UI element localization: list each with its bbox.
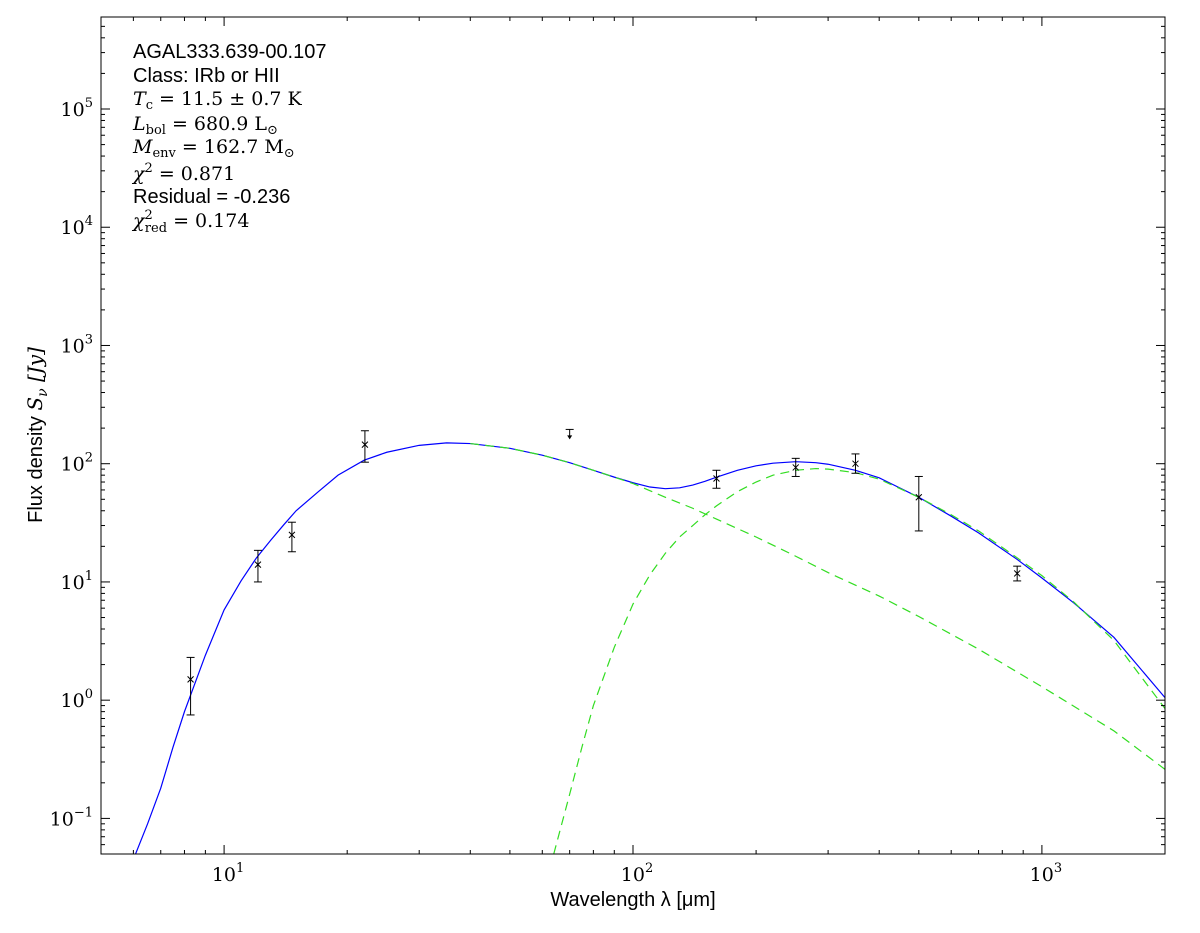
y-tick-label: 105: [61, 96, 93, 121]
marker: [187, 676, 194, 683]
marker: [915, 493, 923, 501]
tc-annotation: Tc = 11.5 ± 0.7 K: [133, 88, 303, 113]
y-axis-label: Flux density Sν [Jy]: [23, 347, 51, 523]
data-point-8: [1013, 565, 1022, 582]
marker: [1013, 570, 1021, 577]
x-tick-label: 103: [1030, 861, 1062, 886]
data-point-3: [360, 430, 369, 463]
y-tick-label: 102: [61, 451, 93, 476]
x-tick-label: 102: [621, 861, 653, 886]
menv-annotation: Menv = 162.7 M⊙: [132, 136, 295, 161]
axis-ticks: 101 102 103 10−1 100 101 102 103 104 105: [50, 16, 1166, 886]
data-point-6: [851, 453, 860, 474]
data-point-1: [253, 549, 262, 583]
marker: [852, 460, 859, 468]
marker: [792, 464, 800, 471]
upper-limit-0: [565, 428, 574, 440]
data-point-5: [791, 457, 800, 477]
y-tick-label: 101: [61, 569, 93, 594]
chi2-annotation: χ2 = 0.871: [131, 161, 235, 185]
marker: [288, 531, 296, 539]
data-point-4: [712, 469, 721, 489]
source-name: AGAL333.639-00.107: [133, 41, 327, 63]
plot-frame: [100, 16, 1166, 855]
x-tick-label: 101: [212, 861, 244, 886]
model-curves: [134, 442, 1165, 854]
marker: [361, 441, 369, 448]
y-tick-label: 10−1: [50, 805, 93, 830]
total-model-line: [134, 442, 1165, 854]
data-point-2: [287, 521, 296, 553]
y-tick-label: 104: [61, 214, 93, 239]
model-component-line-1: [470, 442, 1165, 770]
fit-annotations: AGAL333.639-00.107 Class: IRb or HII Tc …: [131, 41, 327, 236]
y-tick-label: 100: [61, 687, 93, 712]
limit-arrow: [567, 435, 573, 440]
residual-annotation: Residual = -0.236: [133, 186, 290, 208]
marker: [713, 475, 720, 482]
data-points: [186, 428, 1022, 716]
chi2red-annotation: χ2 red = 0.174: [131, 208, 249, 236]
data-point-7: [914, 475, 923, 532]
class-label: Class: IRb or HII: [133, 65, 280, 87]
data-point-0: [186, 656, 195, 716]
x-axis-label: Wavelength λ [μm]: [550, 889, 715, 911]
y-tick-label: 103: [61, 332, 93, 357]
marker: [254, 561, 262, 569]
lbol-annotation: Lbol = 680.9 L⊙: [132, 113, 278, 138]
model-component-line-2: [553, 467, 1165, 854]
